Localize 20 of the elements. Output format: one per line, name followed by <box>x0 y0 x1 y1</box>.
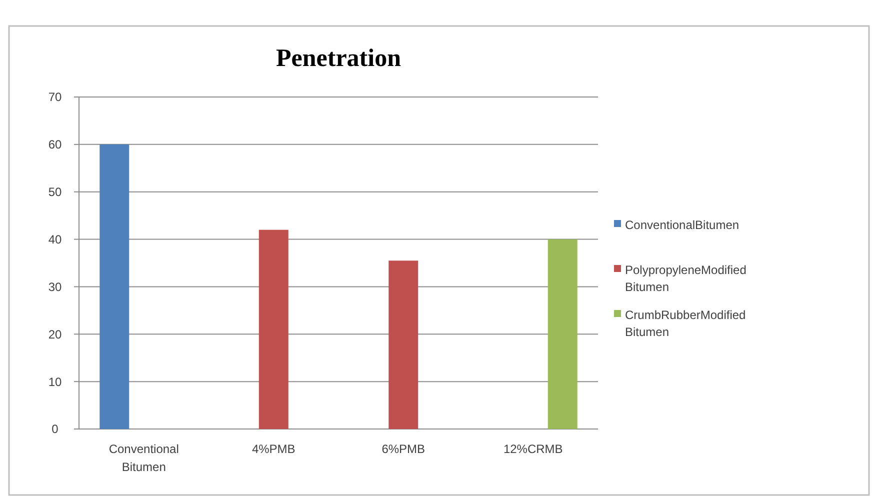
y-tick-label: 50 <box>48 185 62 200</box>
x-tick-label: 12%CRMB <box>503 442 563 456</box>
y-tick-label: 30 <box>48 280 62 294</box>
y-tick-label: 20 <box>48 327 62 342</box>
y-tick-label: 10 <box>48 374 62 389</box>
y-tick-label: 40 <box>48 232 62 246</box>
bar <box>100 144 130 429</box>
bar <box>388 260 418 429</box>
x-tick-label: Conventional Bitumen <box>108 442 179 474</box>
y-tick-label: 0 <box>52 422 59 436</box>
bar <box>548 239 578 429</box>
y-tick-label: 70 <box>48 90 62 104</box>
bar <box>258 230 288 429</box>
chart-title: Penetration <box>276 45 402 72</box>
y-tick-label: 60 <box>48 138 62 152</box>
legend-label: CrumbRubberModified Bitumen <box>625 308 746 339</box>
x-tick-label: 6%PMB <box>382 442 426 456</box>
x-tick-label: 4%PMB <box>252 442 296 456</box>
legend-label: PolypropyleneModified Bitumen <box>625 263 746 294</box>
legend-label: ConventionalBitumen <box>625 218 740 232</box>
